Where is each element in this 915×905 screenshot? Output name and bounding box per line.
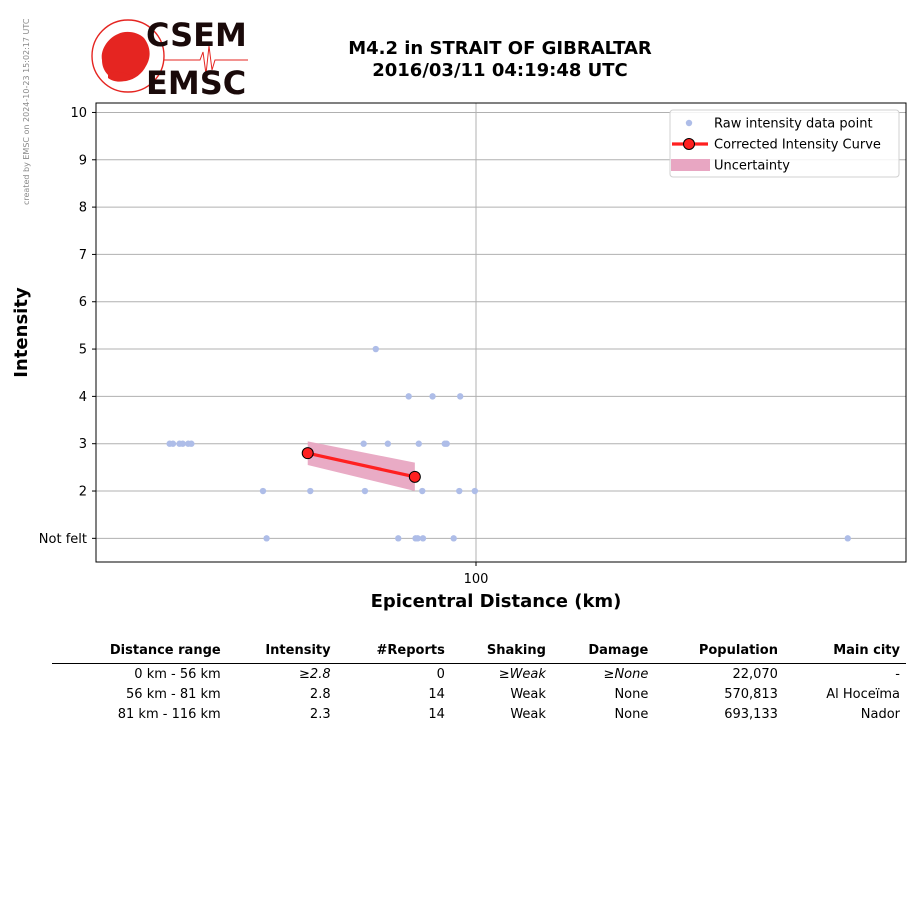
y-tick-label: 8 bbox=[79, 201, 87, 216]
chart-title: M4.2 in STRAIT OF GIBRALTAR 2016/03/11 0… bbox=[250, 38, 750, 82]
raw-data-point bbox=[263, 535, 270, 542]
europe-map-icon bbox=[101, 31, 150, 82]
cell-distance: 56 km - 81 km bbox=[126, 687, 221, 702]
curve-point bbox=[408, 470, 421, 483]
header-shaking: Shaking bbox=[486, 643, 546, 658]
legend-uncertainty-swatch bbox=[671, 159, 710, 171]
y-tick-label: 9 bbox=[79, 153, 87, 168]
csem-emsc-logo: CSEM EMSC bbox=[91, 16, 248, 100]
legend-label-raw: Raw intensity data point bbox=[714, 117, 873, 132]
raw-data-point bbox=[456, 487, 463, 495]
raw-data-point bbox=[169, 440, 177, 447]
logo-top-text: CSEM bbox=[146, 16, 247, 54]
raw-data-point bbox=[443, 440, 450, 447]
cell-damage: None bbox=[614, 707, 649, 722]
raw-data-point bbox=[415, 440, 422, 447]
legend-label-uncertainty: Uncertainty bbox=[714, 159, 790, 174]
logo-bottom-text: EMSC bbox=[146, 64, 246, 100]
table-row: 56 km - 81 km 2.8 14 Weak None 570,813 A… bbox=[52, 684, 906, 704]
curve-point bbox=[301, 447, 314, 460]
raw-data-point bbox=[179, 440, 186, 447]
curve-layer bbox=[301, 447, 421, 483]
x-axis-label: Epicentral Distance (km) bbox=[371, 591, 622, 612]
cell-intensity: ≥2.8 bbox=[299, 667, 331, 682]
raw-data-point bbox=[429, 393, 436, 400]
cell-reports: 14 bbox=[428, 707, 445, 722]
cell-city: Al Hoceïma bbox=[826, 687, 900, 702]
raw-data-point bbox=[395, 535, 402, 542]
header-population: Population bbox=[698, 643, 778, 658]
header-intensity: Intensity bbox=[265, 643, 331, 658]
plot-frame bbox=[95, 102, 907, 563]
table-header-row: Distance range Intensity #Reports Shakin… bbox=[52, 640, 906, 664]
corrected-curve-line bbox=[307, 451, 416, 479]
axes: Not felt 2 3 4 5 6 7 8 9 10 100 Epicentral Distance… bbox=[11, 102, 907, 612]
legend-label-curve: Corrected Intensity Curve bbox=[714, 138, 881, 153]
raw-data-point bbox=[450, 535, 457, 542]
raw-data-point bbox=[384, 440, 392, 447]
raw-data-point bbox=[307, 487, 314, 495]
y-tick-label: 3 bbox=[79, 437, 87, 452]
cell-population: 693,133 bbox=[724, 707, 778, 722]
legend: Raw intensity data point Corrected Intens… bbox=[669, 109, 900, 178]
cell-shaking: Weak bbox=[510, 687, 546, 702]
x-tick-label: 100 bbox=[464, 572, 489, 587]
raw-points-layer bbox=[166, 345, 851, 542]
title-line-1: M4.2 in STRAIT OF GIBRALTAR bbox=[348, 38, 652, 59]
header-main-city: Main city bbox=[833, 643, 900, 658]
raw-data-point bbox=[419, 487, 426, 495]
legend-raw-marker bbox=[685, 119, 693, 127]
cell-distance: 0 km - 56 km bbox=[134, 667, 221, 682]
y-tick-label: 5 bbox=[79, 343, 87, 358]
grid bbox=[96, 103, 906, 562]
raw-data-point bbox=[372, 345, 379, 353]
cell-population: 22,070 bbox=[732, 667, 778, 682]
table-row: 0 km - 56 km ≥2.8 0 ≥Weak ≥None 22,070 - bbox=[52, 664, 906, 685]
y-axis-label: Intensity bbox=[11, 287, 32, 378]
raw-data-point bbox=[414, 535, 421, 542]
intensity-summary-table: Distance range Intensity #Reports Shakin… bbox=[52, 640, 906, 724]
y-tick-label: Not felt bbox=[39, 532, 87, 547]
raw-data-point bbox=[361, 487, 369, 495]
raw-data-point bbox=[419, 535, 427, 542]
cell-damage: ≥None bbox=[603, 667, 649, 682]
cell-intensity: 2.3 bbox=[309, 707, 331, 722]
cell-city: - bbox=[895, 667, 900, 682]
y-tick-label: 4 bbox=[79, 390, 87, 405]
y-tick-label: 10 bbox=[70, 106, 87, 121]
intensity-distance-chart: Not felt 2 3 4 5 6 7 8 9 10 100 Epicentral Distance… bbox=[11, 102, 907, 612]
raw-data-point bbox=[405, 393, 412, 400]
y-tick-label: 7 bbox=[79, 248, 87, 263]
cell-population: 570,813 bbox=[724, 687, 778, 702]
cell-intensity: 2.8 bbox=[309, 687, 331, 702]
raw-data-point bbox=[456, 393, 464, 400]
cell-distance: 81 km - 116 km bbox=[117, 707, 221, 722]
title-line-2: 2016/03/11 04:19:48 UTC bbox=[372, 60, 628, 81]
header-damage: Damage bbox=[588, 643, 649, 658]
raw-data-point bbox=[844, 535, 851, 542]
raw-data-point bbox=[188, 440, 195, 447]
cell-damage: None bbox=[614, 687, 649, 702]
header-reports: #Reports bbox=[376, 643, 445, 658]
raw-data-point bbox=[259, 487, 267, 495]
cell-reports: 0 bbox=[436, 667, 445, 682]
cell-city: Nador bbox=[860, 707, 900, 722]
raw-data-point bbox=[471, 487, 479, 495]
header-distance-range: Distance range bbox=[109, 643, 221, 658]
y-tick-label: 6 bbox=[79, 295, 87, 310]
cell-shaking: ≥Weak bbox=[498, 667, 546, 682]
legend-box bbox=[669, 109, 900, 178]
cell-reports: 14 bbox=[428, 687, 445, 702]
raw-data-point bbox=[360, 440, 367, 447]
table-row: 81 km - 116 km 2.3 14 Weak None 693,133 … bbox=[52, 704, 906, 724]
legend-curve-marker bbox=[683, 138, 695, 150]
y-tick-label: 2 bbox=[79, 485, 87, 500]
cell-shaking: Weak bbox=[510, 707, 546, 722]
